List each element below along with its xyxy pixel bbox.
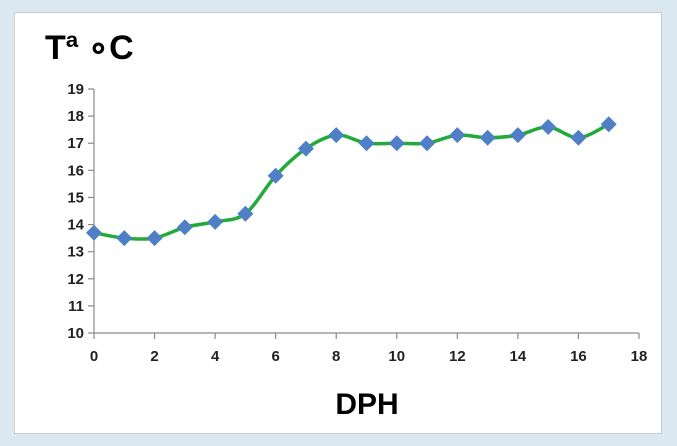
x-ticks: 0 2 4 6 8 10 12 14 16 18: [90, 333, 648, 365]
data-point: [449, 127, 466, 144]
x-tick-label: 4: [211, 348, 220, 365]
x-axis-title: DPH: [335, 388, 398, 421]
data-point: [237, 205, 254, 222]
data-point: [116, 230, 133, 247]
data-point: [146, 230, 163, 247]
y-tick-label: 10: [67, 325, 84, 342]
x-tick-label: 2: [150, 348, 158, 365]
y-tick-label: 15: [67, 189, 84, 206]
data-point: [509, 127, 526, 144]
x-tick-label: 12: [449, 348, 466, 365]
chart-frame: Tª ∘C 10 11 12 13 14 15 16 17 18 19 0 2 4 6 8 10 12 14 16…: [14, 12, 662, 434]
data-point: [358, 135, 375, 152]
data-point: [600, 116, 617, 133]
y-tick-label: 11: [68, 298, 84, 315]
data-point: [86, 224, 102, 241]
x-tick-label: 6: [271, 348, 279, 365]
y-tick-label: 16: [67, 162, 84, 179]
axes: [93, 89, 639, 334]
data-point: [570, 129, 587, 146]
series-line: [92, 122, 611, 241]
data-point: [267, 167, 284, 184]
x-tick-label: 14: [510, 348, 527, 365]
y-tick-label: 14: [67, 217, 84, 234]
x-tick-label: 18: [631, 348, 648, 365]
y-tick-label: 13: [67, 244, 84, 261]
data-point: [297, 140, 314, 157]
data-point: [479, 129, 496, 146]
series-markers: [86, 116, 617, 247]
y-tick-label: 17: [67, 135, 84, 152]
data-point: [328, 127, 345, 144]
data-point: [207, 213, 224, 230]
line-chart: Tª ∘C 10 11 12 13 14 15 16 17 18 19 0 2 4 6 8 10 12 14 16…: [45, 29, 648, 421]
x-tick-label: 0: [90, 348, 98, 365]
x-tick-label: 16: [570, 348, 587, 365]
data-point: [540, 118, 557, 135]
y-tick-label: 12: [67, 271, 84, 288]
y-axis-title: Tª ∘C: [45, 29, 134, 67]
x-tick-label: 8: [332, 348, 340, 365]
data-point: [176, 219, 193, 236]
data-point: [388, 135, 405, 152]
y-tick-label: 19: [67, 81, 84, 98]
y-ticks: 10 11 12 13 14 15 16 17 18 19: [67, 81, 94, 342]
data-point: [419, 135, 436, 152]
y-tick-label: 18: [67, 108, 84, 125]
x-tick-label: 10: [388, 348, 405, 365]
